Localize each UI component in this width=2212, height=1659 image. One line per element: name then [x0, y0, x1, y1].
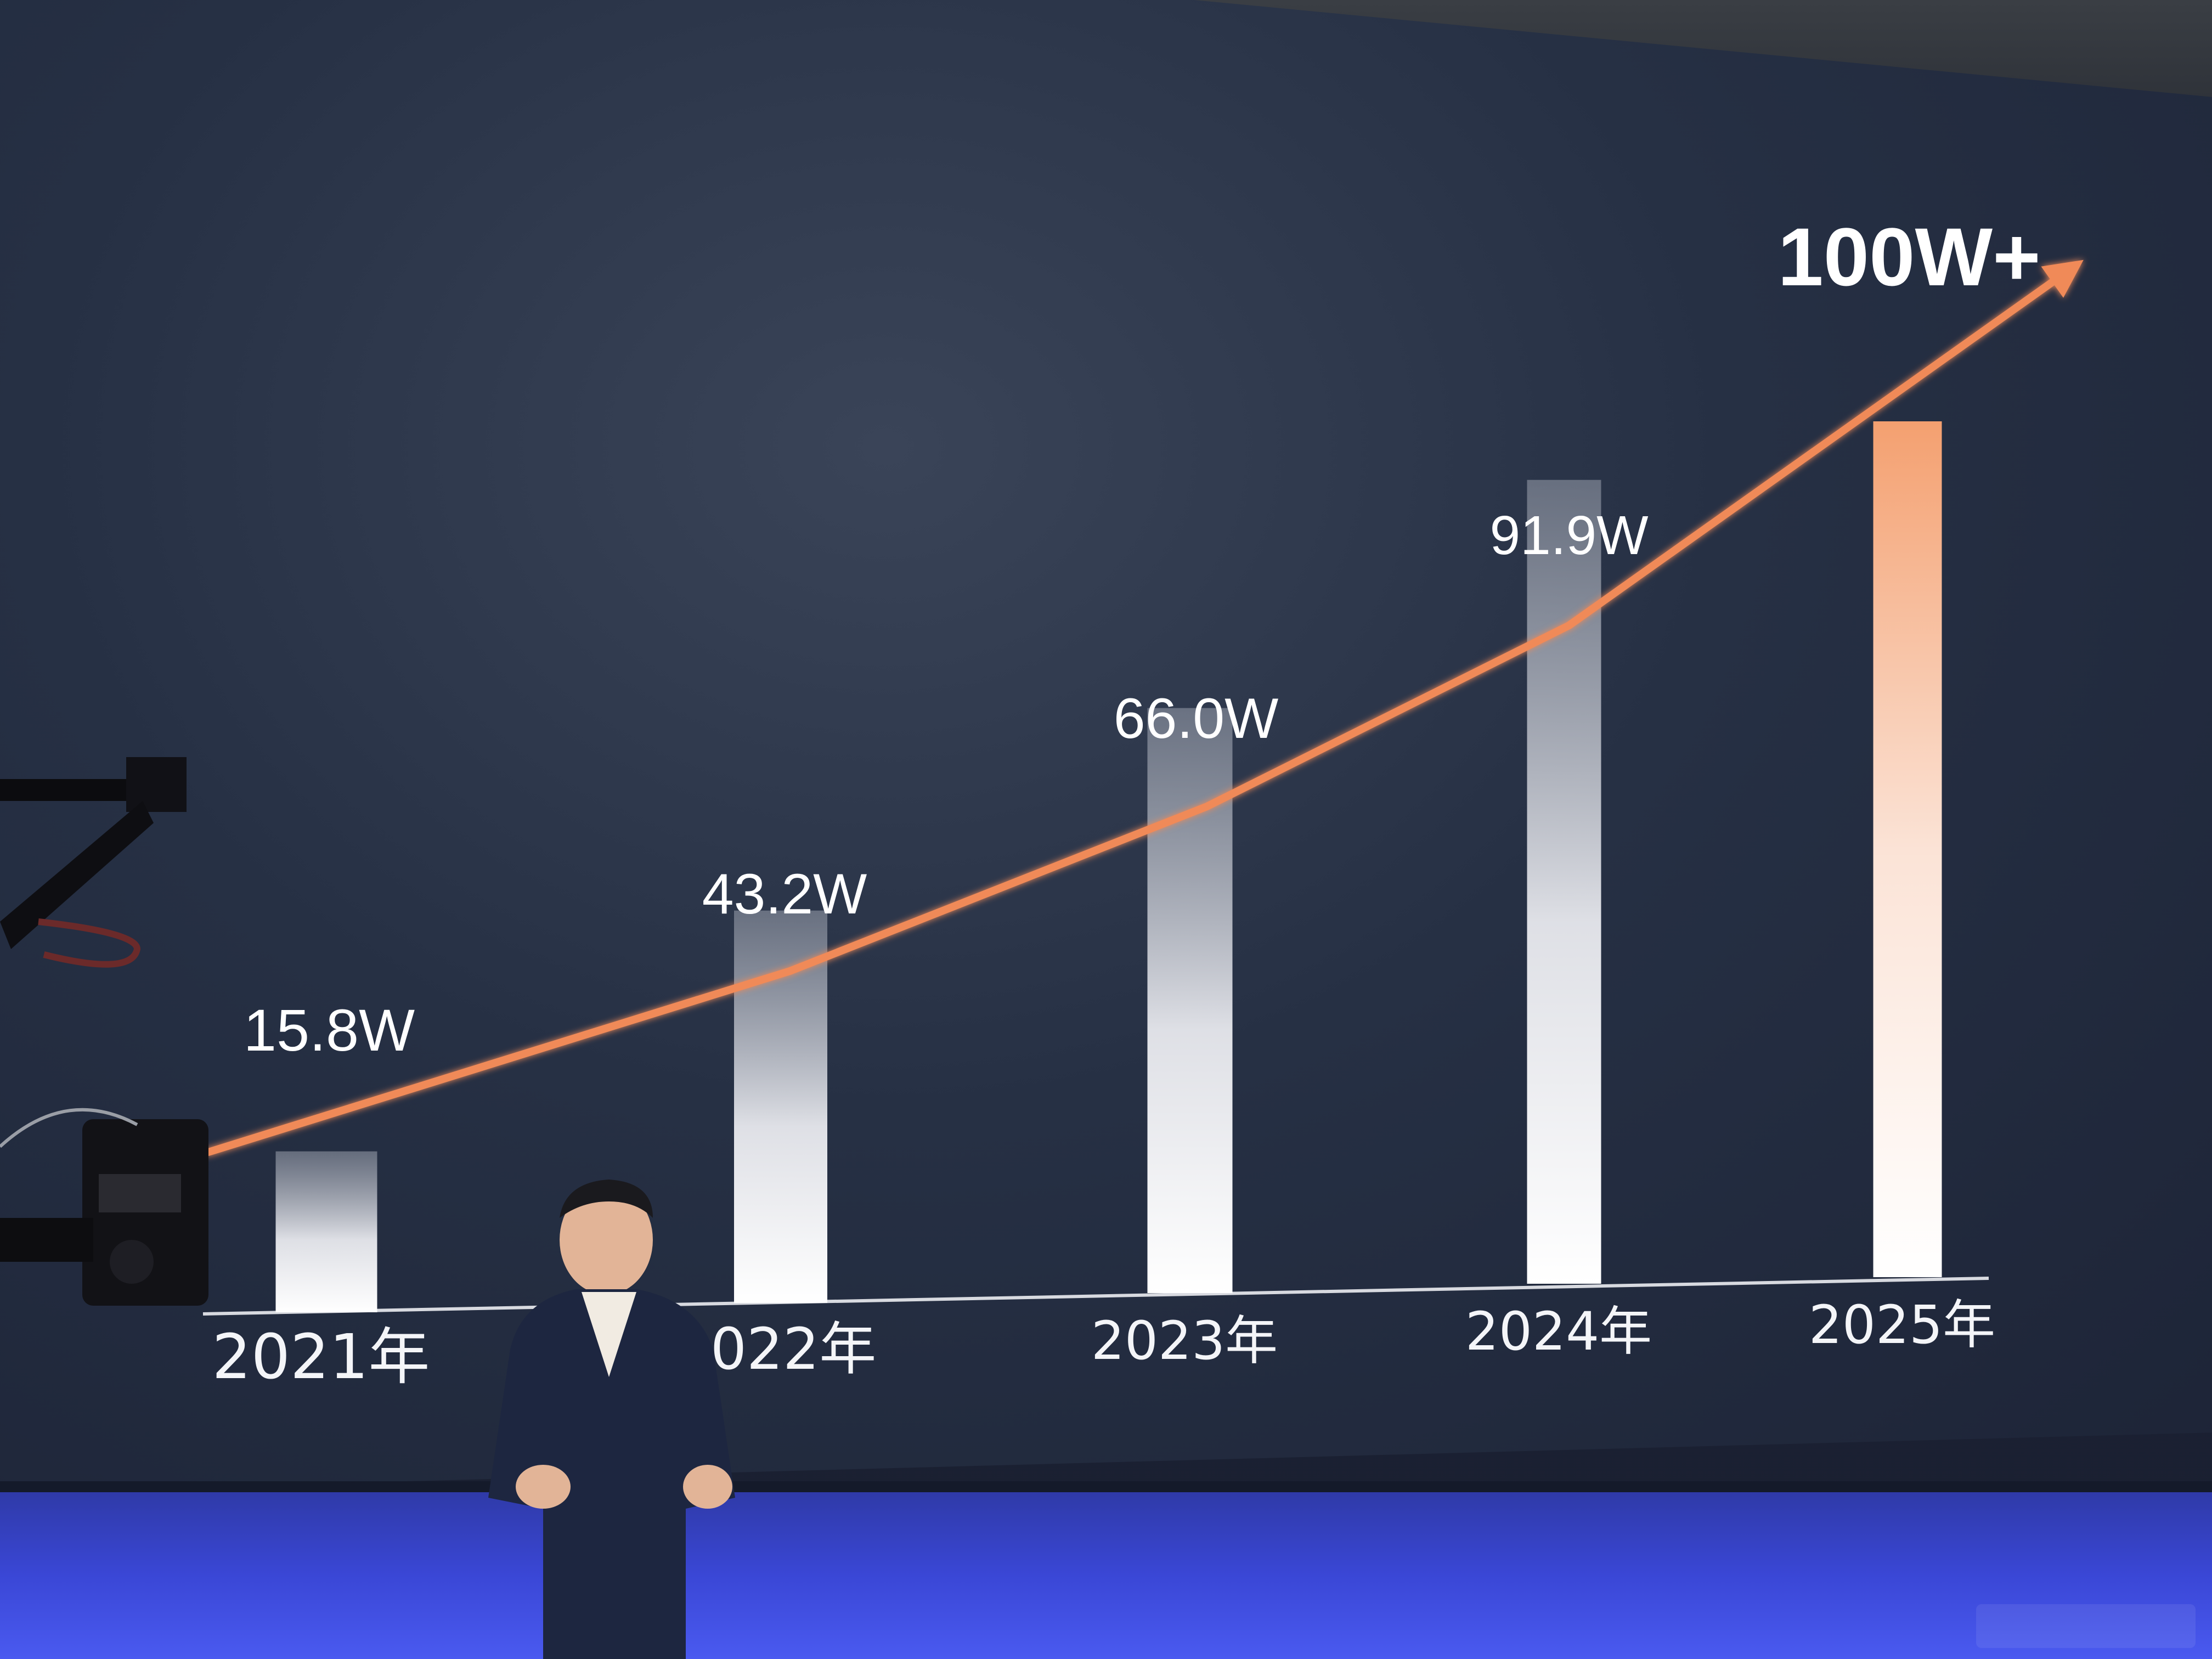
data-label: 15.8W: [244, 997, 415, 1063]
trend-line: [205, 259, 2084, 1156]
bar-3: [1527, 479, 1601, 1284]
bar-2: [1147, 708, 1233, 1293]
x-tick-label: 2023年: [1091, 1310, 1278, 1372]
data-label: 43.2W: [702, 862, 867, 926]
bar-4: [1873, 421, 1942, 1277]
x-tick-label: 2021年: [212, 1322, 430, 1393]
presenter: [488, 1180, 735, 1659]
data-label: 66.0W: [1114, 687, 1279, 751]
x-tick-label: 2025年: [1809, 1294, 1995, 1356]
stage-floor: [0, 1492, 2212, 1659]
watermark: [1976, 1604, 2196, 1648]
data-label: 100W+: [1778, 211, 2040, 303]
data-label: 91.9W: [1489, 505, 1649, 566]
camera-crane: [0, 757, 208, 1306]
x-tick-label: 2024年: [1465, 1301, 1652, 1362]
bar-0: [275, 1151, 377, 1312]
x-axis-line: [202, 1277, 1989, 1316]
